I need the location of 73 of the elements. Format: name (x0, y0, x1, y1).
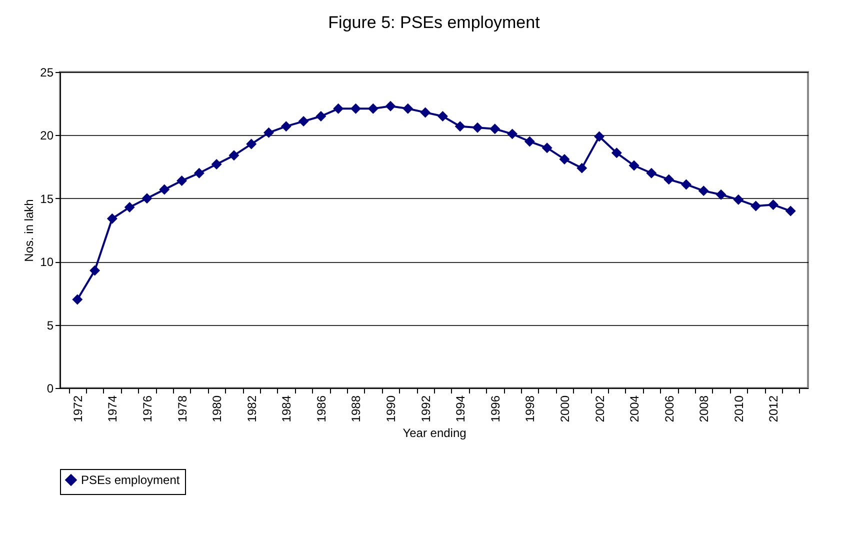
x-tick-label: 2000 (558, 395, 572, 422)
point (611, 148, 622, 158)
x-tick-label: 1976 (140, 395, 154, 422)
point (472, 122, 483, 133)
point (246, 138, 257, 150)
y-tick-label: 10 (40, 255, 54, 270)
point (194, 168, 204, 178)
y-tick-label: 0 (46, 382, 54, 396)
point (628, 160, 640, 171)
point (106, 213, 118, 224)
point (750, 200, 762, 212)
point (733, 194, 744, 205)
point (785, 206, 796, 216)
point (211, 159, 222, 170)
x-tick-label: 1982 (244, 395, 259, 422)
x-tick-label: 2008 (697, 395, 712, 422)
point (124, 202, 135, 212)
point (385, 100, 396, 112)
point (333, 103, 344, 114)
point (298, 116, 309, 127)
point (646, 168, 657, 178)
point (176, 175, 188, 186)
point (142, 193, 152, 204)
point (454, 121, 466, 132)
point (559, 154, 570, 164)
point (768, 199, 778, 210)
x-tick-label: 1986 (314, 395, 328, 422)
point (280, 121, 292, 132)
x-tick-label: 1996 (488, 395, 502, 422)
point (576, 162, 588, 174)
y-axis-title: Nos. in lakh (22, 199, 36, 262)
point (716, 189, 726, 200)
x-tick-label: 2010 (732, 395, 746, 422)
point (507, 128, 518, 140)
point (420, 107, 431, 118)
x-tick-label: 2006 (662, 395, 676, 422)
point (402, 103, 414, 114)
point (524, 136, 535, 147)
x-tick-label: 1980 (210, 395, 224, 422)
point (72, 294, 83, 305)
point (350, 103, 361, 114)
x-tick-label: 1972 (70, 395, 85, 422)
x-tick-label: 1978 (175, 395, 190, 422)
x-tick-label: 2004 (628, 395, 642, 422)
point (698, 186, 709, 196)
y-tick-label: 20 (40, 128, 54, 143)
legend-label: PSEs employment (81, 473, 180, 487)
y-tick-label: 25 (40, 66, 54, 80)
point (368, 103, 378, 114)
y-tick-label: 5 (46, 318, 54, 332)
point (159, 184, 170, 195)
point (680, 179, 692, 190)
point (437, 110, 448, 122)
point (594, 131, 604, 142)
x-tick-label: 2012 (766, 395, 781, 422)
x-tick-label: 1984 (280, 395, 294, 422)
point (542, 142, 552, 154)
x-tick-label: 1992 (418, 395, 433, 422)
x-tick-label: 1998 (523, 395, 538, 422)
x-tick-label: 1988 (349, 395, 364, 422)
point (316, 110, 326, 122)
point (664, 174, 674, 185)
point (90, 265, 100, 276)
x-tick-label: 1990 (384, 395, 398, 422)
y-tick-label: 15 (40, 192, 54, 206)
x-tick-label: 2002 (592, 395, 607, 422)
x-tick-label: 1994 (454, 395, 468, 422)
point (228, 150, 240, 161)
point (264, 127, 274, 138)
x-tick-label: 1974 (106, 395, 120, 422)
chart-title: Figure 5: PSEs employment (328, 13, 540, 32)
x-axis-title: Year ending (402, 426, 466, 440)
point (490, 124, 500, 134)
